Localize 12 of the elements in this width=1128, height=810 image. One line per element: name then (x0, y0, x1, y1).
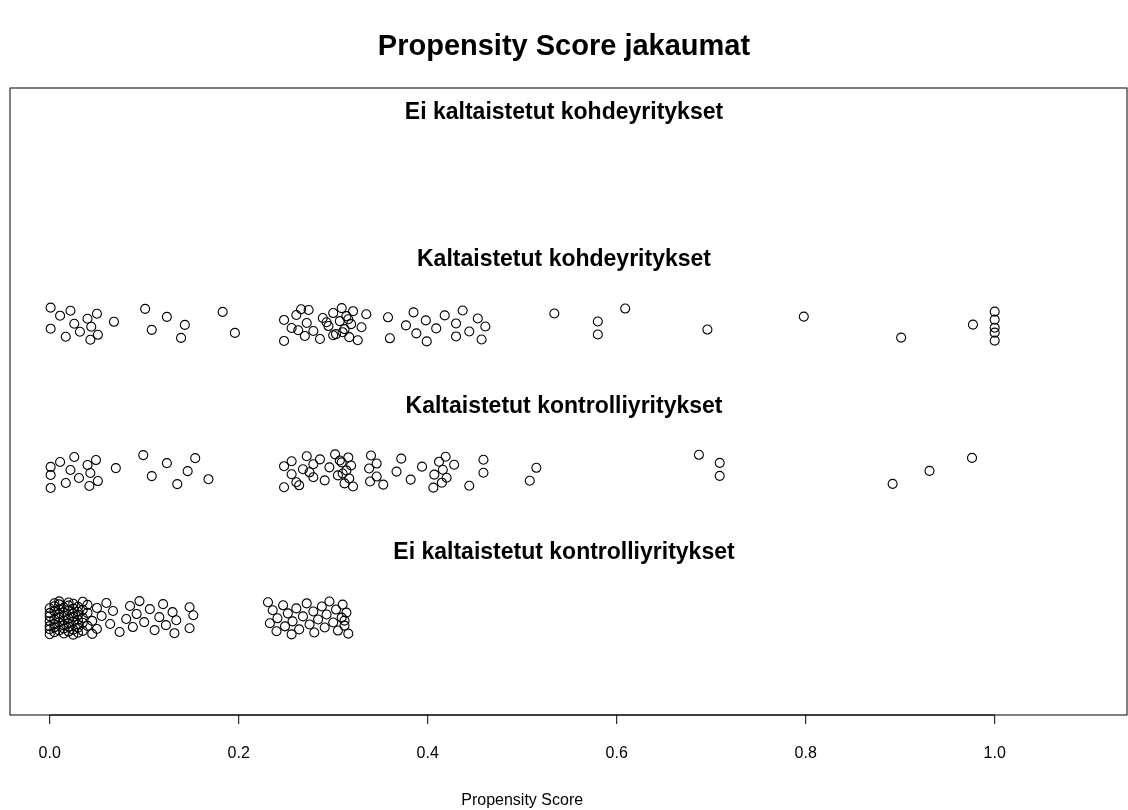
y-tick-label: Ei kaltaistetut kohdeyritykset (404, 98, 724, 125)
chart-title: Propensity Score jakaumat (377, 29, 751, 61)
x-tick-label: 0.4 (416, 744, 439, 761)
x-tick-label: 0.2 (227, 744, 250, 761)
x-tick-label: 0.8 (794, 744, 817, 761)
y-tick-label: Ei kaltaistetut kontrolliyritykset (393, 538, 735, 565)
y-tick-label: Kaltaistetut kontrolliyritykset (405, 391, 723, 418)
x-axis-title: Propensity Score (461, 791, 584, 808)
x-tick-label: 0.0 (38, 744, 61, 761)
x-tick-label: 1.0 (983, 744, 1006, 761)
y-tick-label: Kaltaistetut kohdeyritykset (417, 245, 712, 271)
x-tick-label: 0.6 (605, 744, 628, 761)
